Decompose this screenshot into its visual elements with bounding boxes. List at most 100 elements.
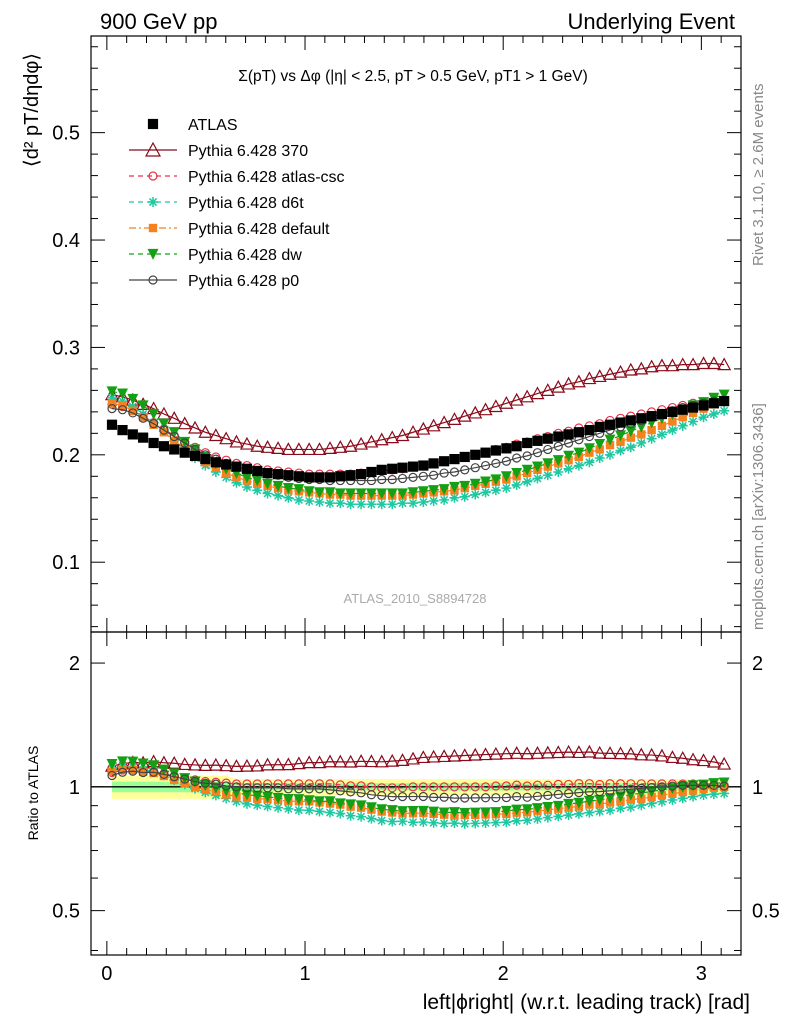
ratio-point-pythia-6-428-370 (354, 754, 369, 767)
ratio-point-pythia-6-428-p0 (190, 776, 200, 787)
point-atlas (376, 464, 387, 475)
point-pythia-6-428-370 (530, 386, 545, 400)
point-pythia-6-428-d6t (532, 473, 543, 484)
ratio-point-pythia-6-428-370 (385, 753, 400, 767)
legend-label-pythia-6-428-370: Pythia 6.428 370 (188, 143, 308, 160)
point-atlas (490, 445, 501, 456)
ratio-point-pythia-6-428-p0 (242, 783, 252, 793)
point-pythia-6-428-370 (540, 383, 555, 396)
point-pythia-6-428-d6t (542, 470, 553, 481)
ratio-point-pythia-6-428-370 (239, 758, 254, 772)
point-pythia-6-428-d6t (625, 442, 636, 453)
ratio-point-pythia-6-428-p0 (169, 772, 179, 782)
point-pythia-6-428-370 (499, 396, 514, 409)
point-pythia-6-428-dw (386, 488, 398, 500)
mcplots-label: mcplots.cern.ch [arXiv:1306.3436] (750, 403, 767, 630)
point-pythia-6-428-d6t (408, 498, 419, 509)
point-pythia-6-428-d6t (210, 466, 221, 477)
analysis-watermark: ATLAS_2010_S8894728 (344, 591, 487, 606)
point-atlas (366, 466, 377, 478)
point-pythia-6-428-d6t-stroke (585, 458, 594, 467)
ratio-point-pythia-6-428-370 (602, 746, 618, 759)
point-pythia-6-428-dw (625, 426, 637, 438)
point-pythia-6-428-d6t-stroke (533, 474, 542, 483)
point-pythia-6-428-370 (250, 438, 265, 452)
point-pythia-6-428-d6t-stroke (626, 443, 635, 452)
point-atlas (719, 396, 730, 407)
point-atlas (532, 435, 543, 446)
ratio-line-pythia-6-428-atlas-csc (111, 769, 725, 789)
ratio-point-pythia-6-428-p0 (273, 783, 283, 793)
ratio-point-pythia-6-428-370 (551, 745, 566, 759)
ratio-point-pythia-6-428-370 (478, 747, 493, 761)
ratio-point-pythia-6-428-d6t-stroke (315, 807, 324, 816)
ratio-point-pythia-6-428-370 (571, 745, 586, 759)
point-pythia-6-428-370 (416, 421, 431, 435)
point-atlas (687, 402, 699, 413)
point-atlas (459, 451, 470, 463)
ratio-point-pythia-6-428-370 (406, 751, 421, 765)
point-pythia-6-428-370 (551, 379, 566, 393)
legend-marker-pythia-6-428-default (148, 223, 158, 233)
ratio-y-tick-label-right: 0.5 (752, 901, 780, 923)
ratio-point-pythia-6-428-p0 (294, 784, 304, 794)
y-tick-label: 0.2 (52, 445, 80, 467)
point-pythia-6-428-dw (293, 484, 305, 496)
ratio-point-pythia-6-428-370 (426, 749, 441, 763)
ratio-point-pythia-6-428-d6t-stroke (336, 809, 345, 818)
y-tick-label: 0.1 (52, 552, 80, 574)
ratio-point-pythia-6-428-p0 (574, 787, 584, 798)
point-pythia-6-428-370 (634, 361, 649, 375)
point-atlas (138, 432, 149, 443)
ratio-point-pythia-6-428-d6t (470, 818, 481, 829)
point-pythia-6-428-dw (583, 443, 595, 455)
ratio-point-pythia-6-428-p0 (304, 784, 314, 794)
ratio-point-pythia-6-428-dw (583, 795, 595, 807)
ratio-point-pythia-6-428-d6t (449, 818, 460, 829)
point-pythia-6-428-d6t (646, 433, 657, 444)
point-pythia-6-428-p0 (397, 473, 408, 484)
rivet-label: Rivet 3.1.10, ≥ 2.6M events (750, 84, 767, 267)
point-pythia-6-428-dw (117, 388, 128, 400)
ratio-point-pythia-6-428-d6t (418, 817, 429, 828)
ratio-point-pythia-6-428-atlas-csc (563, 779, 574, 790)
point-pythia-6-428-dw (303, 486, 315, 498)
ratio-point-pythia-6-428-d6t-stroke (419, 817, 428, 827)
point-pythia-6-428-d6t (656, 429, 667, 440)
ratio-point-pythia-6-428-d6t (397, 816, 408, 827)
ratio-point-pythia-6-428-dw (303, 795, 315, 807)
ratio-point-pythia-6-428-d6t (304, 805, 315, 816)
point-pythia-6-428-dw (552, 455, 564, 467)
header-left: 900 GeV pp (100, 9, 217, 34)
ratio-point-pythia-6-428-d6t (324, 807, 335, 818)
ratio-point-pythia-6-428-dw (469, 807, 481, 819)
point-pythia-6-428-dw (345, 488, 357, 500)
ratio-point-pythia-6-428-dw (428, 806, 440, 818)
ratio-point-pythia-6-428-370 (167, 755, 182, 769)
x-tick-label: 1 (299, 963, 310, 985)
point-pythia-6-428-d6t-stroke (481, 488, 490, 497)
ratio-point-pythia-6-428-p0 (470, 793, 480, 803)
ratio-point-pythia-6-428-370 (219, 758, 234, 772)
ratio-point-pythia-6-428-p0 (719, 781, 729, 791)
point-pythia-6-428-370 (198, 425, 213, 438)
point-pythia-6-428-d6t-stroke (523, 477, 532, 486)
point-pythia-6-428-p0 (180, 438, 190, 448)
point-pythia-6-428-dw (459, 480, 471, 492)
ratio-point-pythia-6-428-dw (106, 758, 118, 770)
point-atlas (667, 406, 678, 417)
point-pythia-6-428-d6t (273, 490, 284, 501)
point-pythia-6-428-p0 (117, 405, 128, 415)
ratio-point-pythia-6-428-370 (623, 746, 638, 760)
ratio-point-pythia-6-428-d6t-stroke (377, 816, 386, 825)
ratio-point-pythia-6-428-atlas-csc (408, 782, 418, 792)
ratio-point-pythia-6-428-p0 (231, 782, 242, 792)
ratio-point-pythia-6-428-atlas-csc (626, 779, 636, 789)
point-pythia-6-428-p0 (491, 458, 501, 469)
ratio-point-pythia-6-428-370 (644, 747, 659, 761)
ratio-point-pythia-6-428-p0 (657, 782, 667, 792)
ratio-point-pythia-6-428-d6t-stroke (605, 806, 615, 815)
ratio-point-pythia-6-428-atlas-csc (418, 782, 428, 792)
ratio-point-pythia-6-428-370 (437, 749, 452, 763)
point-pythia-6-428-d6t (376, 499, 387, 510)
